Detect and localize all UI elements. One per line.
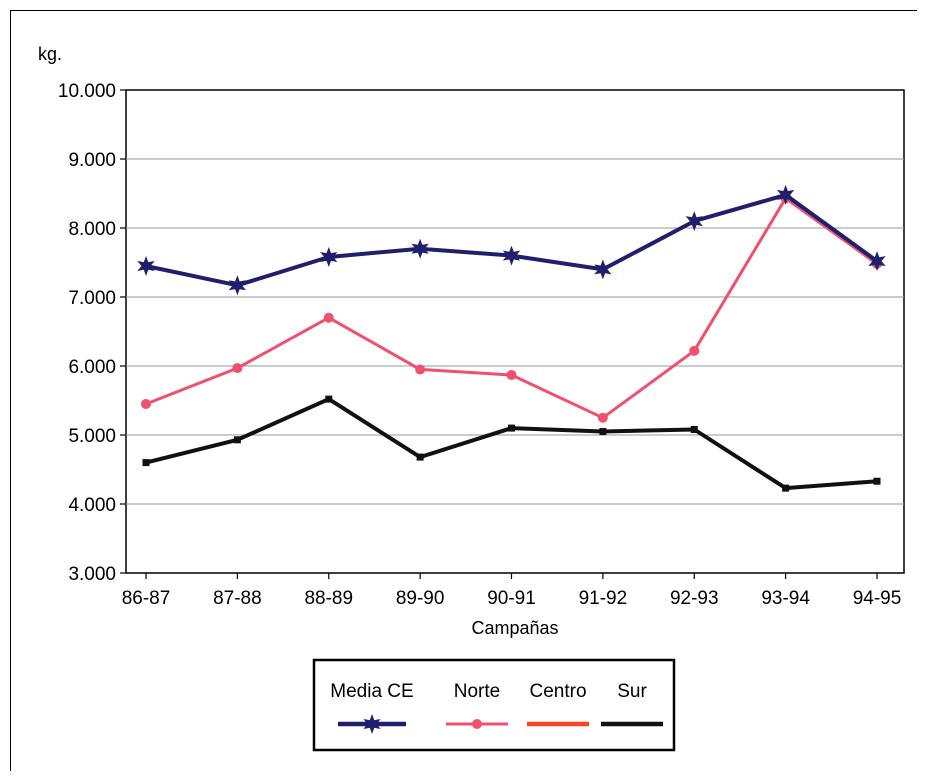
data-point-media-ce — [777, 184, 795, 205]
y-axis-label: kg. — [38, 44, 62, 64]
data-point-sur — [508, 424, 515, 432]
x-tick-label: 86-87 — [122, 588, 171, 609]
series-group — [137, 184, 886, 492]
series-media-ce — [137, 184, 886, 296]
y-tick-label: 7.000 — [68, 288, 116, 309]
legend-label-norte: Norte — [454, 681, 500, 702]
data-point-norte — [415, 364, 426, 375]
x-tick-label: 89-90 — [396, 588, 445, 609]
data-point-sur — [873, 477, 881, 485]
x-tick-label: 90-91 — [487, 588, 536, 609]
data-point-norte — [506, 369, 517, 380]
legend-marker-norte — [472, 719, 482, 729]
data-point-media-ce — [868, 251, 886, 272]
x-tick-label: 88-89 — [304, 588, 353, 609]
data-point-media-ce — [320, 247, 338, 267]
data-point-sur — [142, 459, 150, 467]
series-sur — [142, 395, 881, 492]
y-tick-label: 8.000 — [68, 219, 116, 240]
y-tick-label: 9.000 — [68, 150, 116, 171]
data-point-media-ce — [502, 245, 521, 266]
gridlines — [126, 158, 904, 505]
data-point-media-ce — [685, 211, 703, 232]
x-tick-label: 91-92 — [579, 588, 628, 609]
data-point-sur — [690, 425, 698, 433]
x-tick-label: 93-94 — [761, 588, 810, 609]
data-point-sur — [416, 453, 424, 461]
x-tick-label: 87-88 — [213, 588, 262, 609]
x-tick-label: 92-93 — [670, 588, 719, 609]
data-point-media-ce — [228, 275, 246, 296]
data-point-media-ce — [137, 256, 155, 276]
data-point-media-ce — [594, 259, 612, 280]
plot-area — [125, 89, 905, 574]
legend-label-sur: Sur — [617, 681, 647, 702]
data-point-sur — [325, 395, 333, 403]
data-point-sur — [599, 428, 607, 436]
data-point-norte — [232, 363, 243, 374]
legend-label-media-ce: Media CE — [330, 681, 413, 702]
legend-marker-media-ce — [363, 714, 381, 734]
data-point-norte — [689, 345, 700, 356]
x-axis-ticks: 86-87 87-88 88-89 89-90 90-91 91-92 92-93 93-94… — [122, 573, 902, 609]
y-tick-label: 5.000 — [68, 426, 116, 447]
y-axis-ticks: 3.000 4.000 5.000 6.000 7.000 8.000 9.000 10.00… — [58, 81, 126, 585]
legend-box — [312, 658, 676, 752]
data-point-norte — [597, 412, 608, 423]
x-tick-label: 94-95 — [853, 588, 902, 609]
data-point-sur — [782, 484, 790, 492]
data-point-norte — [141, 398, 151, 409]
data-point-norte — [323, 312, 334, 323]
data-point-sur — [233, 436, 241, 444]
legend-label-centro: Centro — [529, 681, 586, 702]
data-point-media-ce — [411, 238, 429, 259]
x-axis-label: Campañas — [471, 618, 558, 638]
y-tick-label: 3.000 — [68, 564, 116, 585]
chart-frame — [10, 10, 917, 771]
y-tick-label: 4.000 — [68, 495, 116, 516]
y-tick-label: 6.000 — [68, 357, 116, 378]
y-tick-label: 10.000 — [58, 81, 116, 102]
legend: Media CE Norte Centro Sur — [312, 658, 676, 752]
